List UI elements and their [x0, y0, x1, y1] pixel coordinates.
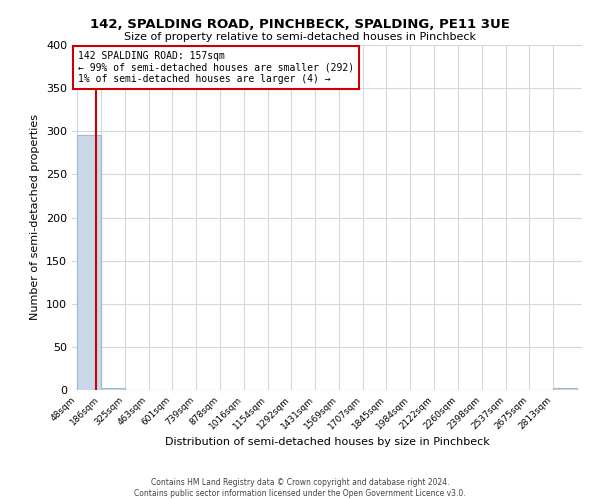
- Y-axis label: Number of semi-detached properties: Number of semi-detached properties: [31, 114, 40, 320]
- Text: 142, SPALDING ROAD, PINCHBECK, SPALDING, PE11 3UE: 142, SPALDING ROAD, PINCHBECK, SPALDING,…: [90, 18, 510, 30]
- X-axis label: Distribution of semi-detached houses by size in Pinchbeck: Distribution of semi-detached houses by …: [164, 436, 490, 446]
- Bar: [553, 388, 577, 390]
- Bar: [101, 388, 125, 390]
- Text: Size of property relative to semi-detached houses in Pinchbeck: Size of property relative to semi-detach…: [124, 32, 476, 42]
- Bar: [77, 134, 101, 390]
- Text: Contains HM Land Registry data © Crown copyright and database right 2024.
Contai: Contains HM Land Registry data © Crown c…: [134, 478, 466, 498]
- Text: 142 SPALDING ROAD: 157sqm
← 99% of semi-detached houses are smaller (292)
1% of : 142 SPALDING ROAD: 157sqm ← 99% of semi-…: [78, 51, 354, 84]
